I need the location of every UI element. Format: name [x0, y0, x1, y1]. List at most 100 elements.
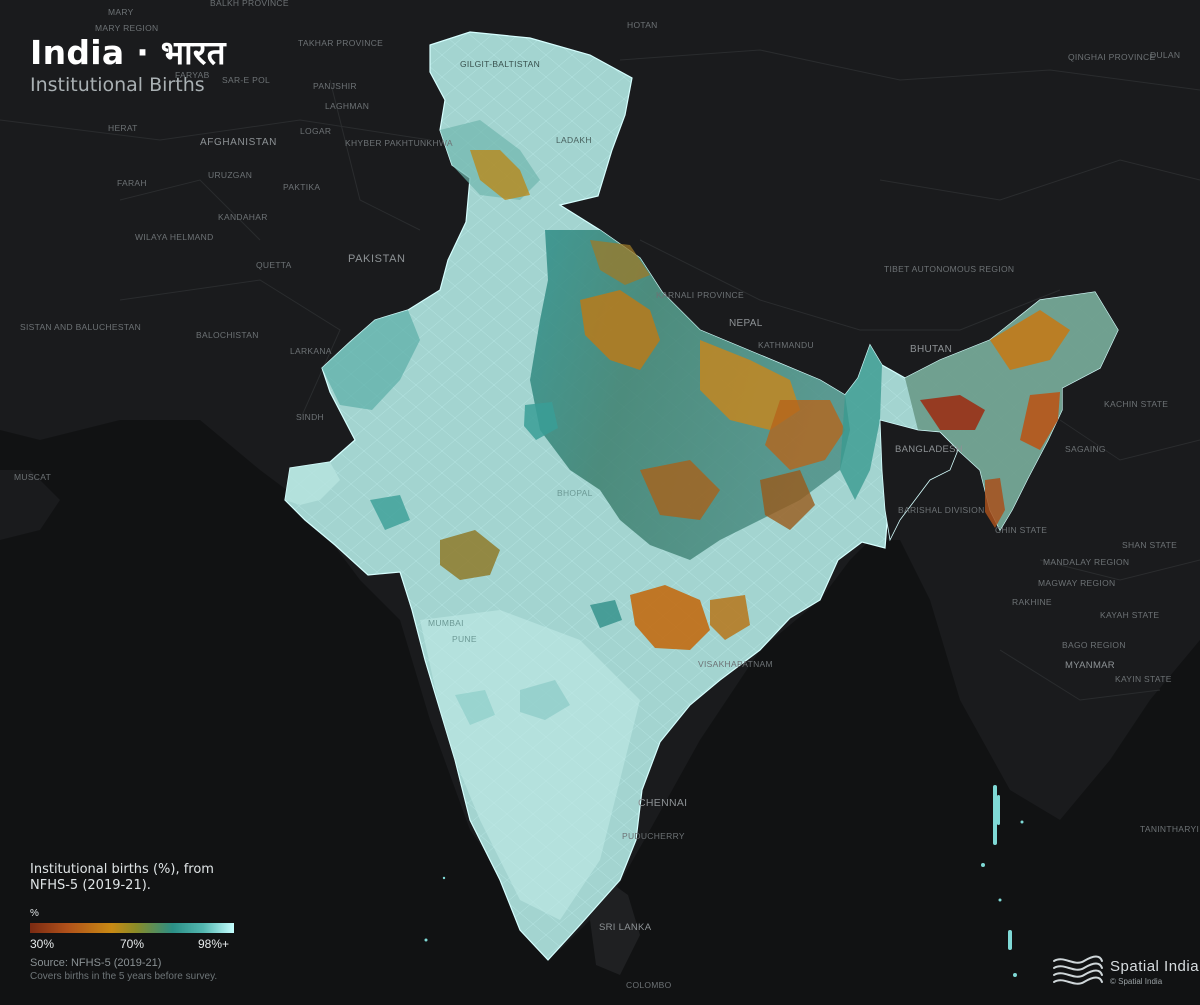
legend-unit: %: [30, 908, 39, 919]
region-central-teal-b: [370, 495, 410, 530]
region-north-orange-a: [580, 290, 660, 370]
place-mary: MARY: [108, 7, 134, 17]
place-laghman: LAGHMAN: [325, 101, 369, 111]
place-kachin: KACHIN STATE: [1104, 399, 1168, 409]
place-khyber: KHYBER PAKHTUNKHWA: [345, 138, 453, 148]
place-takhar: TAKHAR PROVINCE: [298, 38, 383, 48]
place-sistan: SISTAN AND BALUCHESTAN: [20, 322, 141, 332]
region-northeast-orange-a: [990, 310, 1070, 370]
place-mary-region: MARY REGION: [95, 23, 158, 33]
place-shan: SHAN STATE: [1122, 540, 1177, 550]
place-karnali: KARNALI PROVINCE: [656, 290, 744, 300]
brand-copyright: © Spatial India: [1110, 976, 1163, 986]
place-pakistan: PAKISTAN: [348, 253, 406, 265]
place-sar-e-pol: SAR-E POL: [222, 75, 270, 85]
region-northeast-orange-b: [1020, 392, 1060, 450]
legend-tick-min: 30%: [30, 937, 55, 951]
place-gilgit: GILGIT-BALTISTAN: [460, 59, 540, 69]
brand-name: Spatial India: [1110, 957, 1200, 975]
place-panjshir: PANJSHIR: [313, 81, 357, 91]
place-sindh: SINDH: [296, 412, 324, 422]
place-logar: LOGAR: [300, 126, 331, 136]
page-title: India · भारत: [30, 33, 226, 72]
place-bhopal: BHOPAL: [557, 488, 593, 498]
place-chin: CHIN STATE: [995, 525, 1047, 535]
place-balochistan: BALOCHISTAN: [196, 330, 259, 340]
place-qinghai: QINGHAI PROVINCE: [1068, 52, 1155, 62]
region-maharashtra-brown: [440, 530, 500, 580]
place-faryab: FARYAB: [175, 70, 210, 80]
place-paktika: PAKTIKA: [283, 182, 320, 192]
place-farah: FARAH: [117, 178, 147, 188]
lakshadweep-2: [442, 876, 446, 880]
region-gujarat-light: [285, 462, 340, 505]
place-bago: BAGO REGION: [1062, 640, 1126, 650]
andaman-islands: [981, 785, 1024, 977]
region-north-orange-b: [700, 340, 800, 430]
place-sri-lanka: SRI LANKA: [599, 922, 652, 933]
place-dulan: DULAN: [1150, 50, 1180, 60]
place-tanintharyi: TANINTHARYI: [1140, 824, 1199, 834]
legend-note: Covers births in the 5 years before surv…: [30, 971, 218, 982]
place-afghanistan: AFGHANISTAN: [200, 137, 277, 148]
page-subtitle: Institutional Births: [30, 74, 205, 96]
legend-color-bar: [30, 923, 234, 933]
place-chennai: CHENNAI: [638, 797, 687, 809]
region-north-orange-c: [765, 400, 845, 470]
india-map[interactable]: [284, 31, 1119, 977]
legend-tick-mid: 70%: [120, 937, 145, 951]
place-rakhine: RAKHINE: [1012, 597, 1052, 607]
region-north-orange-d: [640, 460, 720, 520]
place-mandalay: MANDALAY REGION: [1043, 557, 1129, 567]
place-kathmandu: KATHMANDU: [758, 340, 814, 350]
place-quetta: QUETTA: [256, 260, 292, 270]
place-sagaing: SAGAING: [1065, 444, 1106, 454]
brand: Spatial India © Spatial India: [1052, 955, 1199, 989]
region-upper-orange: [470, 150, 530, 200]
region-northeast: [905, 292, 1118, 530]
place-pune: PUNE: [452, 634, 477, 644]
place-ladakh: LADAKH: [556, 135, 592, 145]
place-visakhapatnam: VISAKHAPATNAM: [698, 659, 773, 669]
legend: Institutional births (%), from NFHS-5 (2…: [30, 862, 250, 982]
region-bengal-teal: [840, 345, 882, 500]
region-north-orange-e: [760, 470, 815, 530]
place-bhutan: BHUTAN: [910, 344, 952, 355]
place-kayin: KAYIN STATE: [1115, 674, 1172, 684]
legend-source: Source: NFHS-5 (2019-21): [30, 957, 162, 969]
region-western-mid: [322, 310, 420, 410]
region-central-teal-a: [524, 402, 558, 440]
place-bangladesh: BANGLADESH: [895, 444, 963, 455]
place-uruzgan: URUZGAN: [208, 170, 252, 180]
place-larkana: LARKANA: [290, 346, 332, 356]
region-andhra-orange: [630, 585, 710, 650]
place-myanmar: MYANMAR: [1065, 660, 1115, 671]
place-colombo: COLOMBO: [626, 980, 672, 990]
place-labels: MARY MARY REGION BALKH PROVINCE TAKHAR P…: [14, 0, 1199, 990]
legend-description: Institutional births (%), from NFHS-5 (2…: [30, 862, 214, 893]
place-muscat: MUSCAT: [14, 472, 51, 482]
region-south-light: [420, 610, 640, 920]
place-mumbai: MUMBAI: [428, 618, 464, 628]
region-mizoram: [985, 478, 1005, 528]
place-tibet: TIBET AUTONOMOUS REGION: [884, 264, 1014, 274]
title-block: India · भारत Institutional Births: [30, 33, 226, 97]
spatial-india-logo-icon: [1053, 955, 1103, 985]
lakshadweep: [424, 938, 428, 942]
place-magway: MAGWAY REGION: [1038, 578, 1115, 588]
legend-tick-max: 98%+: [198, 937, 230, 951]
place-puducherry: PUDUCHERRY: [622, 831, 685, 841]
region-central-teal-d: [590, 600, 622, 628]
region-northeast-red: [920, 395, 985, 430]
place-barishal: BARISHAL DIVISION: [898, 505, 985, 515]
place-kayah: KAYAH STATE: [1100, 610, 1159, 620]
bangladesh-gap: [879, 419, 959, 542]
place-nepal: NEPAL: [729, 318, 763, 329]
region-odisha-orange: [710, 595, 750, 640]
legend-ticks: 30% 70% 98%+: [30, 937, 240, 953]
place-helmand: WILAYA HELMAND: [135, 232, 214, 242]
place-balkh: BALKH PROVINCE: [210, 0, 289, 8]
place-hotan: HOTAN: [627, 20, 658, 30]
place-herat: HERAT: [108, 123, 138, 133]
